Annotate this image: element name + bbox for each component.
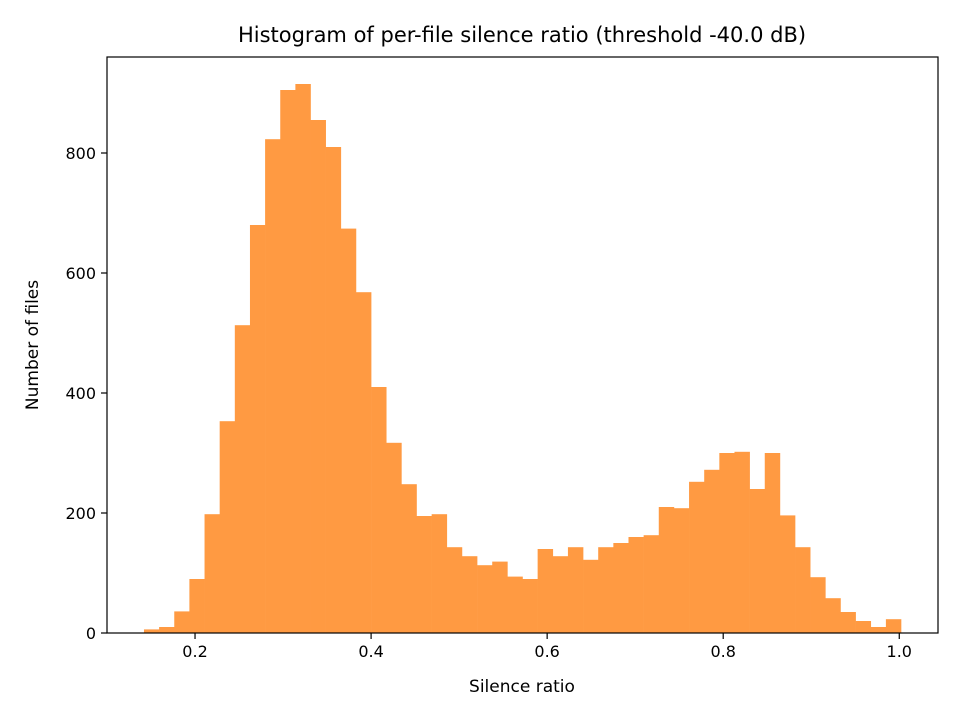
histogram-bar xyxy=(340,228,357,633)
histogram-bar xyxy=(795,547,811,633)
y-tick-label: 400 xyxy=(65,384,96,403)
histogram-bar xyxy=(567,547,584,633)
y-tick-label: 800 xyxy=(65,144,96,163)
histogram-bar xyxy=(810,577,826,633)
histogram-bar xyxy=(870,627,887,633)
histogram-bar xyxy=(583,559,599,633)
histogram-bar xyxy=(446,547,463,633)
histogram-bar xyxy=(295,84,311,633)
histogram-bar xyxy=(689,481,705,633)
histogram-bar xyxy=(522,579,538,633)
histogram-bar xyxy=(371,387,387,633)
histogram-bar xyxy=(159,627,175,633)
x-tick-label: 0.8 xyxy=(710,642,735,661)
histogram-bar xyxy=(840,612,856,633)
histogram-bar xyxy=(613,543,629,633)
histogram-bar xyxy=(673,508,690,633)
histogram-bar xyxy=(825,598,841,633)
histogram-bar xyxy=(704,469,720,633)
histogram-bar xyxy=(764,453,781,633)
x-tick-label: 0.2 xyxy=(182,642,207,661)
histogram-bar xyxy=(280,90,296,633)
histogram-bar xyxy=(537,549,554,633)
y-axis-label: Number of files xyxy=(23,280,43,410)
histogram-bar xyxy=(855,621,872,633)
histogram-bar xyxy=(477,565,493,633)
histogram-bar xyxy=(719,453,735,633)
histogram-bar xyxy=(461,556,478,633)
histogram-bar xyxy=(885,619,902,633)
x-tick-label: 1.0 xyxy=(887,642,912,661)
histogram-bar xyxy=(628,537,644,633)
y-tick-label: 600 xyxy=(65,264,96,283)
histogram-bar xyxy=(401,484,417,633)
plot-frame xyxy=(106,56,939,634)
chart-title: Histogram of per-file silence ratio (thr… xyxy=(238,23,806,47)
y-tick-label: 0 xyxy=(86,624,96,643)
histogram-bar xyxy=(265,139,281,633)
histogram-bar xyxy=(658,507,675,633)
histogram-bar xyxy=(189,579,205,633)
histogram-bar xyxy=(598,547,614,633)
x-tick-label: 0.6 xyxy=(534,642,559,661)
histogram-bars xyxy=(143,84,902,633)
histogram-bar xyxy=(234,325,251,633)
histogram-bar xyxy=(431,514,448,633)
x-tick-label: 0.4 xyxy=(358,642,383,661)
histogram-bar xyxy=(325,147,342,633)
y-axis-ticks: 0 200 400 600 800 xyxy=(65,144,107,643)
histogram-bar xyxy=(174,611,190,633)
histogram-bar xyxy=(310,120,326,633)
histogram-bar xyxy=(643,535,660,633)
histogram-bar xyxy=(386,442,402,633)
histogram-bar xyxy=(219,421,236,633)
y-tick-label: 200 xyxy=(65,504,96,523)
histogram-bar xyxy=(143,629,160,633)
histogram-bar xyxy=(492,561,508,633)
histogram-bar xyxy=(507,576,523,633)
histogram-bar xyxy=(204,514,220,633)
x-axis-ticks: 0.2 0.4 0.6 0.8 1.0 xyxy=(182,633,912,661)
x-axis-label: Silence ratio xyxy=(469,677,575,697)
histogram-bar xyxy=(749,489,766,633)
histogram-bar xyxy=(416,516,432,633)
histogram-bar xyxy=(779,515,796,633)
histogram-bar xyxy=(355,292,372,633)
histogram-bar xyxy=(552,556,569,633)
histogram-bar xyxy=(249,225,266,633)
histogram-bar xyxy=(734,451,750,633)
